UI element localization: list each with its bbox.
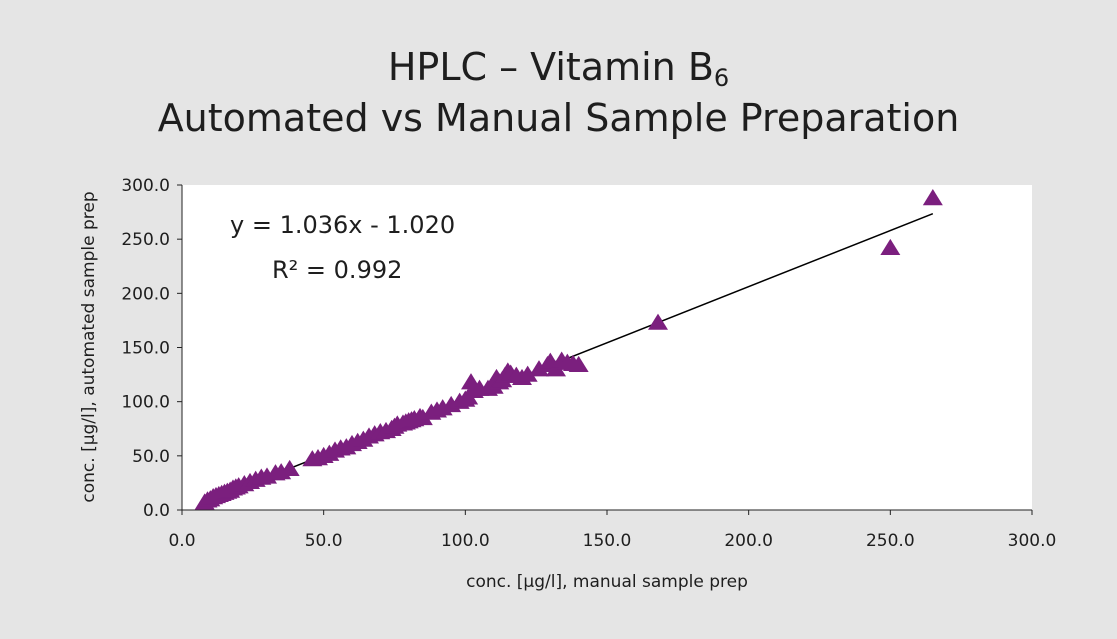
x-tick-label: 300.0: [1008, 531, 1057, 551]
trendline-equation: y = 1.036x - 1.020: [230, 211, 455, 239]
data-point: [279, 459, 300, 477]
data-point: [922, 189, 943, 206]
x-axis-label: conc. [µg/l], manual sample prep: [466, 572, 748, 592]
y-tick-label: 150.0: [121, 339, 170, 359]
data-points: [194, 189, 943, 510]
y-tick-label: 300.0: [121, 176, 170, 196]
x-tick-label: 250.0: [866, 531, 915, 551]
r-squared-label: R² = 0.992: [272, 256, 402, 284]
x-axis-ticks: 0.0 50.0 100.0 150.0 200.0 250.0 300.0: [168, 510, 1056, 551]
x-tick-label: 200.0: [724, 531, 773, 551]
y-tick-label: 250.0: [121, 230, 170, 250]
data-point: [461, 373, 481, 390]
x-tick-label: 100.0: [441, 531, 490, 551]
data-point: [517, 365, 538, 382]
x-tick-label: 0.0: [168, 531, 195, 551]
chart-title-line1: HPLC – Vitamin B6: [0, 44, 1117, 101]
data-point: [568, 355, 589, 373]
y-tick-label: 100.0: [121, 393, 170, 413]
x-tick-label: 150.0: [583, 531, 632, 551]
chart-title-line2: Automated vs Manual Sample Preparation: [157, 96, 960, 140]
y-tick-label: 50.0: [132, 447, 170, 467]
y-axis-label: conc. [µg/l], automated sample prep: [79, 191, 99, 502]
chart-title-text: HPLC – Vitamin B: [387, 45, 714, 89]
y-tick-label: 200.0: [121, 284, 170, 304]
y-tick-label: 0.0: [143, 501, 170, 521]
data-point: [648, 313, 668, 330]
data-point: [529, 360, 549, 377]
y-axis-ticks: 0.0 50.0 100.0 150.0 200.0 250.0 300.0: [121, 176, 182, 521]
data-point: [880, 238, 901, 256]
data-point: [546, 360, 566, 377]
data-point: [412, 408, 433, 426]
chart-title-subscript: 6: [713, 64, 730, 92]
x-tick-label: 50.0: [305, 531, 343, 551]
